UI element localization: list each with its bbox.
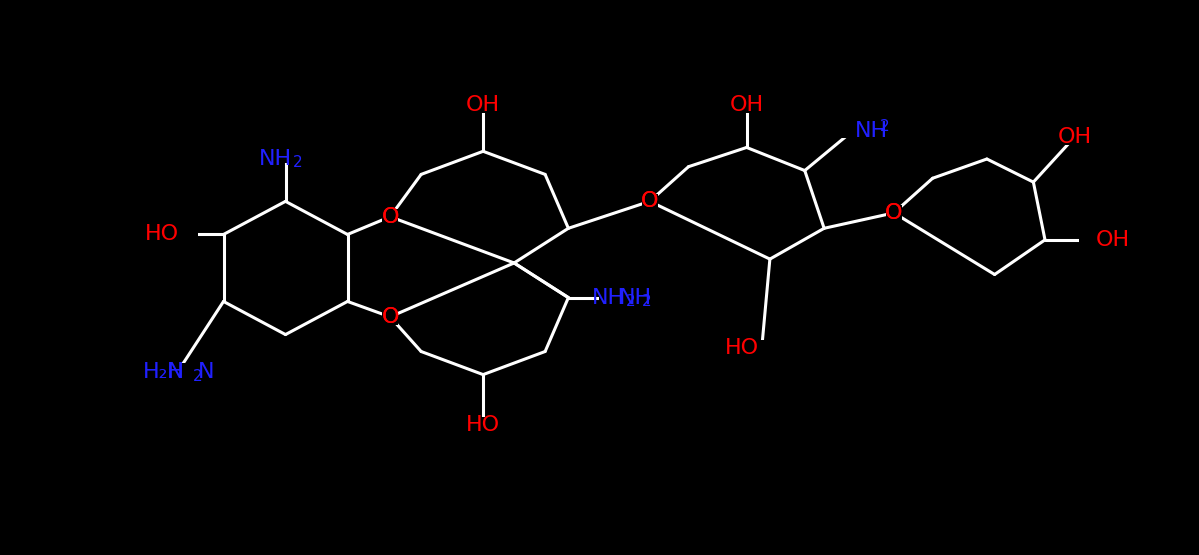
Bar <box>382 209 398 224</box>
Bar <box>382 309 398 325</box>
Text: NH: NH <box>855 120 888 140</box>
Text: OH: OH <box>729 95 764 115</box>
Text: HO: HO <box>725 337 759 357</box>
Bar <box>886 205 902 220</box>
Text: 2: 2 <box>641 294 651 309</box>
Text: O: O <box>381 207 399 227</box>
Text: NH: NH <box>592 287 625 307</box>
Bar <box>382 309 398 325</box>
Text: HO: HO <box>466 415 500 435</box>
Bar <box>1084 232 1107 248</box>
Text: O: O <box>641 191 658 211</box>
Text: 2: 2 <box>626 294 635 309</box>
Text: 2: 2 <box>193 369 203 384</box>
Bar <box>471 97 495 113</box>
Text: O: O <box>885 203 903 223</box>
Bar <box>743 340 778 355</box>
Bar <box>600 290 638 305</box>
Bar <box>165 363 200 379</box>
Text: O: O <box>381 307 399 327</box>
Text: 2: 2 <box>880 119 890 134</box>
Text: 2: 2 <box>293 155 302 170</box>
Bar <box>641 194 657 209</box>
Bar <box>270 148 301 163</box>
Text: H₂N: H₂N <box>143 362 185 382</box>
Text: N: N <box>198 362 215 382</box>
Text: O: O <box>885 203 903 223</box>
Bar <box>163 227 198 242</box>
Bar <box>641 194 657 209</box>
Bar <box>1062 130 1086 145</box>
Text: O: O <box>641 191 658 211</box>
Text: OH: OH <box>466 95 500 115</box>
Text: HO: HO <box>145 224 180 244</box>
Text: OH: OH <box>1096 230 1129 250</box>
Text: OH: OH <box>1058 128 1091 148</box>
Bar <box>471 417 495 432</box>
Text: O: O <box>381 307 399 327</box>
Bar <box>735 97 758 113</box>
Text: H: H <box>167 362 183 382</box>
Text: NH: NH <box>259 149 291 169</box>
Bar <box>382 209 398 224</box>
Text: O: O <box>381 207 399 227</box>
Bar <box>886 205 902 220</box>
Text: NH: NH <box>619 287 652 307</box>
Bar <box>836 123 874 138</box>
